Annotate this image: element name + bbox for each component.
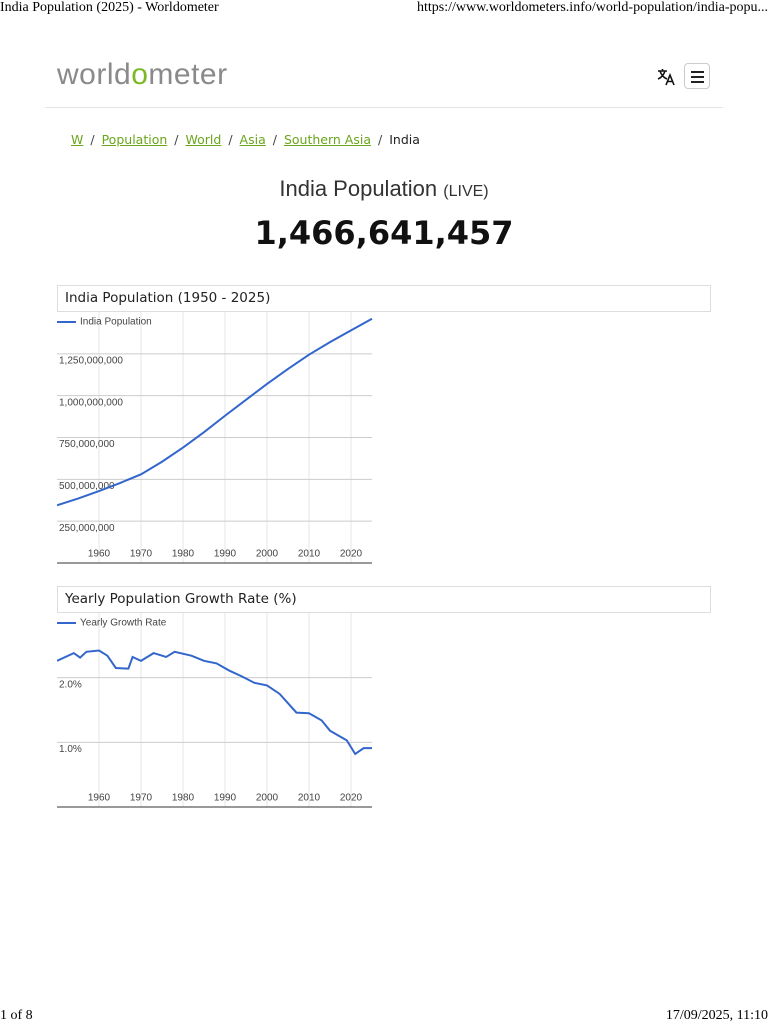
chart-title: India Population (1950 - 2025) xyxy=(57,285,711,312)
y-tick-label: 1,250,000,000 xyxy=(59,355,123,366)
y-tick-label: 500,000,000 xyxy=(59,481,115,492)
separator: / xyxy=(90,132,95,147)
breadcrumb-link[interactable]: World xyxy=(185,132,222,147)
x-tick-label: 1980 xyxy=(172,793,195,804)
breadcrumb-link[interactable]: Population xyxy=(101,132,168,147)
y-tick-label: 2.0% xyxy=(59,679,82,690)
series-line xyxy=(57,317,373,507)
x-tick-label: 1970 xyxy=(130,549,153,560)
separator: / xyxy=(174,132,179,147)
logo[interactable]: worldometer xyxy=(57,58,228,92)
series-line xyxy=(57,649,372,756)
divider xyxy=(45,107,723,108)
language-button[interactable] xyxy=(656,66,676,88)
x-tick-label: 1980 xyxy=(172,549,195,560)
separator: / xyxy=(228,132,233,147)
x-tick-label: 2020 xyxy=(340,793,363,804)
print-datetime: 17/09/2025, 11:10 xyxy=(665,1008,768,1023)
breadcrumb-current: India xyxy=(389,132,420,147)
x-tick-label: 1960 xyxy=(88,793,111,804)
x-tick-label: 1960 xyxy=(88,549,111,560)
headline: India Population (LIVE) xyxy=(0,176,768,202)
y-tick-label: 250,000,000 xyxy=(59,523,115,534)
chart: 1.0% 2.0% 1960 1970 1980 1990 2000 2010 2020 Year… xyxy=(57,613,372,808)
print-page: 1 of 8 xyxy=(0,1008,33,1023)
x-tick-label: 2000 xyxy=(256,793,279,804)
logo-part: o xyxy=(131,58,149,91)
x-tick-label: 2020 xyxy=(340,549,363,560)
breadcrumb: W / Population / World / Asia / Southern Asia / In… xyxy=(71,132,420,147)
separator: / xyxy=(378,132,383,147)
live-count: 1,466,641,457 xyxy=(254,214,514,252)
breadcrumb-link[interactable]: W xyxy=(71,132,84,147)
print-title: India Population (2025) - Worldometer xyxy=(0,0,219,15)
separator: / xyxy=(272,132,277,147)
y-tick-label: 750,000,000 xyxy=(59,439,115,450)
breadcrumb-link[interactable]: Asia xyxy=(239,132,266,147)
y-tick-label: 1,000,000,000 xyxy=(59,397,123,408)
breadcrumb-link[interactable]: Southern Asia xyxy=(283,132,371,147)
headline-tag: (LIVE) xyxy=(443,183,489,200)
x-tick-label: 1990 xyxy=(214,793,237,804)
x-tick-label: 2000 xyxy=(256,549,279,560)
legend-label: Yearly Growth Rate xyxy=(80,618,167,629)
logo-part: meter xyxy=(148,58,228,91)
x-tick-label: 1990 xyxy=(214,549,237,560)
logo-part: world xyxy=(57,58,132,91)
print-url: https://www.worldometers.info/world-popu… xyxy=(417,0,768,15)
chart: 250,000,000 500,000,000 750,000,000 1,000,0… xyxy=(57,312,373,564)
x-tick-label: 2010 xyxy=(298,793,321,804)
menu-button[interactable] xyxy=(684,63,710,89)
x-tick-label: 1970 xyxy=(130,793,153,804)
y-tick-label: 1.0% xyxy=(59,744,82,755)
headline-title: India Population xyxy=(279,176,438,201)
chart-title: Yearly Population Growth Rate (%) xyxy=(57,586,711,613)
x-tick-label: 2010 xyxy=(298,549,321,560)
legend-label: India Population xyxy=(80,317,152,328)
